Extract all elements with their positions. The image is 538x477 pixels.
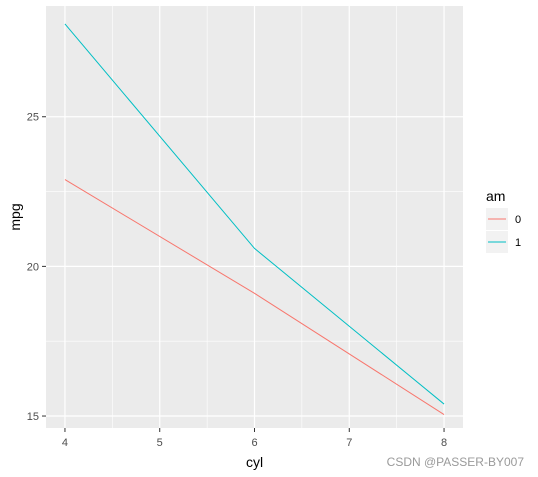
axes: 4 5 6 7 8 15 20 25	[27, 112, 447, 449]
x-axis-title: cyl	[246, 454, 263, 470]
x-tick-label: 8	[441, 437, 447, 449]
x-tick-label: 5	[157, 437, 163, 449]
x-tick-label: 4	[62, 437, 68, 449]
x-tick-label: 7	[346, 437, 352, 449]
legend-label-1: 1	[515, 237, 521, 249]
y-tick-label: 20	[27, 261, 39, 273]
y-tick-label: 15	[27, 411, 39, 423]
y-axis-title: mpg	[7, 203, 23, 230]
legend-title: am	[486, 188, 505, 204]
y-tick-label: 25	[27, 112, 39, 124]
watermark: CSDN @PASSER-BY007	[386, 455, 524, 469]
series-line-1	[64, 23, 445, 405]
legend: am 0 1	[486, 188, 521, 253]
series-lines	[64, 23, 445, 415]
series-line-0	[64, 179, 445, 415]
x-tick-label: 6	[251, 437, 257, 449]
grid-major	[46, 6, 463, 428]
legend-label-0: 0	[515, 214, 521, 226]
